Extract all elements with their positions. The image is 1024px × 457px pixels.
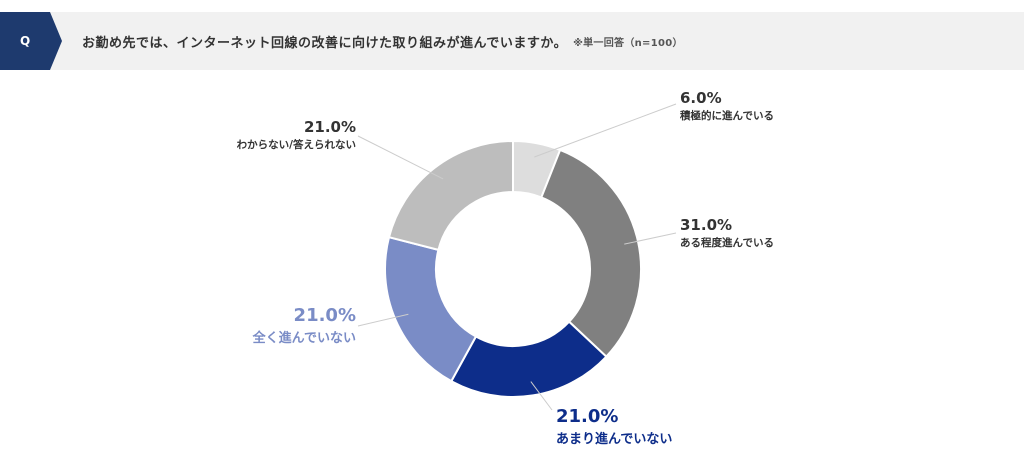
leader-line-not-at-all-progressing: [357, 313, 409, 327]
label-not-much-progressing-value: 21.0%: [556, 406, 619, 427]
label-not-at-all-progressing: 21.0% 全く進んでいない: [253, 305, 356, 346]
question-badge-label: Q: [20, 34, 31, 48]
question-text: お勤め先では、インターネット回線の改善に向けた取り組みが進んでいますか。: [82, 35, 568, 51]
slice-unknown: [387, 139, 514, 252]
question-badge: Q: [0, 12, 62, 70]
label-somewhat-progressing-category: ある程度進んでいる: [680, 237, 774, 249]
leader-line-somewhat-progressing: [624, 232, 677, 245]
leader-lines: [357, 103, 677, 411]
label-somewhat-progressing-value: 31.0%: [680, 216, 733, 234]
slice-somewhat-progressing: [540, 148, 642, 359]
slice-not-at-all-progressing: [384, 235, 478, 383]
donut-slices: [384, 139, 642, 398]
label-not-much-progressing: 21.0% あまり進んでいない: [556, 406, 672, 447]
label-unknown: 21.0% わからない/答えられない: [237, 118, 356, 152]
question-text-row: お勤め先では、インターネット回線の改善に向けた取り組みが進んでいますか。 ※単一…: [82, 12, 683, 70]
question-bar: Q お勤め先では、インターネット回線の改善に向けた取り組みが進んでいますか。 ※…: [0, 12, 1024, 70]
label-not-much-progressing-category: あまり進んでいない: [556, 432, 673, 447]
leader-line-not-much-progressing: [530, 381, 553, 411]
label-somewhat-progressing: 31.0% ある程度進んでいる: [680, 216, 774, 250]
label-unknown-category: わからない/答えられない: [236, 139, 356, 151]
label-actively-progressing-value: 6.0%: [680, 89, 722, 107]
leader-line-actively-progressing: [534, 103, 677, 158]
question-note: ※単一回答（n=100）: [573, 37, 683, 49]
label-unknown-value: 21.0%: [303, 118, 356, 136]
label-not-at-all-progressing-category: 全く進んでいない: [252, 331, 356, 346]
label-actively-progressing-category: 積極的に進んでいる: [680, 110, 774, 122]
label-not-at-all-progressing-value: 21.0%: [293, 305, 356, 326]
label-actively-progressing: 6.0% 積極的に進んでいる: [680, 89, 774, 123]
leader-line-unknown: [357, 135, 444, 180]
